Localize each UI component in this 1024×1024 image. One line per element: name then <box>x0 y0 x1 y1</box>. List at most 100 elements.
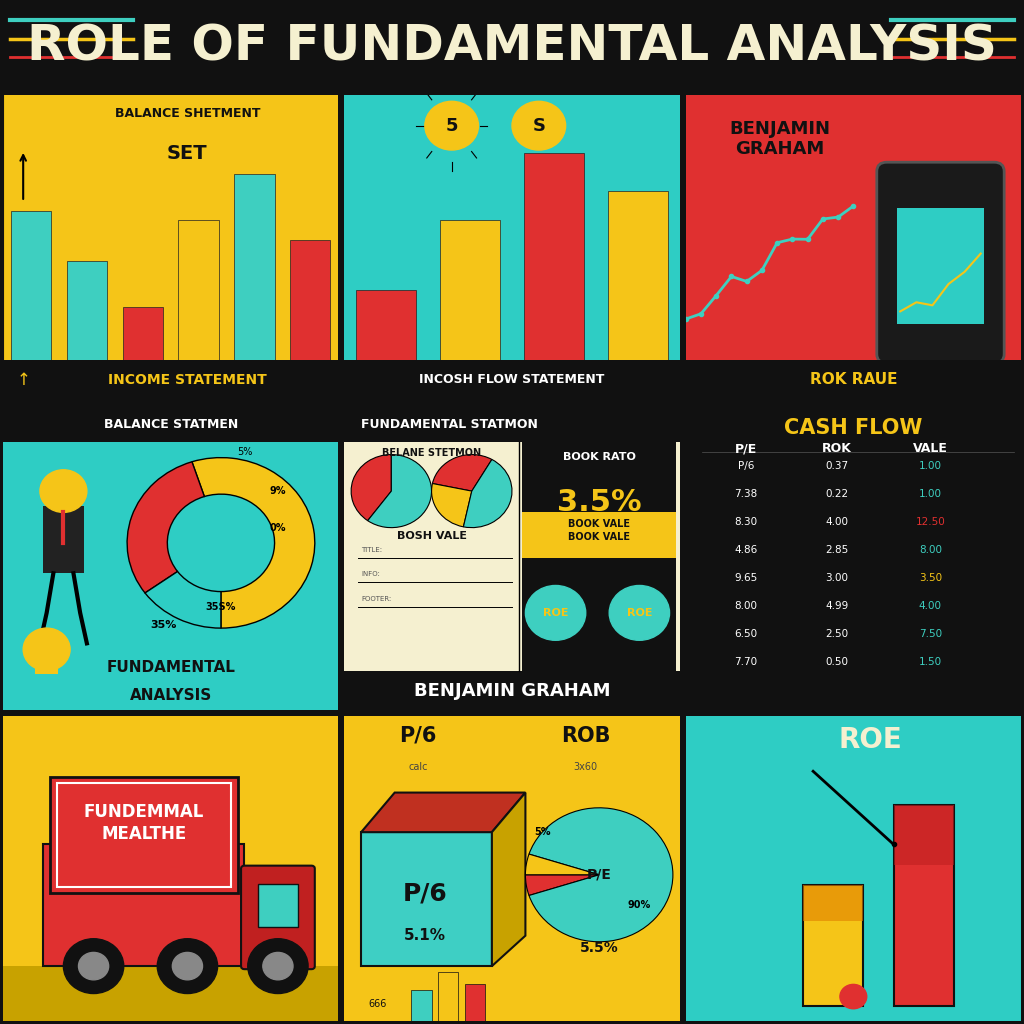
Text: 2.50: 2.50 <box>825 629 848 639</box>
Text: ↑: ↑ <box>16 371 30 389</box>
FancyBboxPatch shape <box>877 162 1005 364</box>
Text: FUNDAMENTAL STATMON: FUNDAMENTAL STATMON <box>361 418 538 431</box>
Circle shape <box>525 586 586 640</box>
Bar <box>3 966 338 1021</box>
Wedge shape <box>191 458 314 628</box>
Text: 0.22: 0.22 <box>825 488 848 499</box>
Bar <box>290 241 331 399</box>
Bar <box>522 442 676 671</box>
Bar <box>344 360 680 399</box>
Text: SET: SET <box>167 144 208 163</box>
Bar <box>43 506 84 573</box>
Circle shape <box>172 952 203 980</box>
Text: BALANCE SHETMENT: BALANCE SHETMENT <box>115 108 260 121</box>
Text: 12.50: 12.50 <box>915 517 945 526</box>
Text: 1.00: 1.00 <box>919 461 942 471</box>
Wedge shape <box>127 462 205 593</box>
Bar <box>803 885 863 1006</box>
Bar <box>234 173 274 399</box>
Bar <box>344 671 680 711</box>
Text: 9%: 9% <box>269 486 286 496</box>
Text: 1.50: 1.50 <box>919 656 942 667</box>
Circle shape <box>609 586 670 640</box>
Text: TITLE:: TITLE: <box>361 547 382 553</box>
Text: FOOTER:: FOOTER: <box>361 596 391 602</box>
Text: 0.50: 0.50 <box>825 656 848 667</box>
Text: INCOME STATEMENT: INCOME STATEMENT <box>109 373 267 387</box>
Text: 3x60: 3x60 <box>573 762 598 772</box>
Text: ANALYSIS: ANALYSIS <box>130 687 212 702</box>
Bar <box>894 805 954 1006</box>
Text: 9.65: 9.65 <box>734 572 758 583</box>
Circle shape <box>63 939 124 993</box>
Text: 666: 666 <box>369 998 387 1009</box>
Bar <box>438 972 459 1021</box>
Polygon shape <box>361 833 492 966</box>
Text: P/6: P/6 <box>399 726 437 745</box>
Text: ROK RAUE: ROK RAUE <box>810 373 897 387</box>
Text: P/6: P/6 <box>738 461 755 471</box>
Text: FUNDEMMAL
MEALTHE: FUNDEMMAL MEALTHE <box>84 803 204 843</box>
Text: ROK: ROK <box>821 442 852 456</box>
Text: 0%: 0% <box>269 522 286 532</box>
Text: 5%: 5% <box>534 827 551 838</box>
Wedge shape <box>431 483 472 526</box>
Bar <box>440 220 501 399</box>
Circle shape <box>512 101 565 151</box>
Text: ROE: ROE <box>839 726 902 754</box>
Bar <box>344 406 680 442</box>
Bar <box>258 884 298 927</box>
Text: BOSH VALE: BOSH VALE <box>396 530 467 541</box>
Wedge shape <box>529 808 673 942</box>
Circle shape <box>40 470 87 512</box>
Bar <box>178 220 219 399</box>
Text: ROLE OF FUNDAMENTAL ANALYSIS: ROLE OF FUNDAMENTAL ANALYSIS <box>27 23 997 70</box>
Polygon shape <box>361 793 525 833</box>
Bar <box>412 990 431 1021</box>
Text: 3.50: 3.50 <box>919 572 942 583</box>
Wedge shape <box>368 455 431 527</box>
Text: BELANE STETMON: BELANE STETMON <box>382 449 481 459</box>
FancyBboxPatch shape <box>50 777 238 893</box>
Circle shape <box>263 952 293 980</box>
Circle shape <box>79 952 109 980</box>
Text: 3.5%: 3.5% <box>557 488 641 517</box>
Bar <box>607 190 668 399</box>
Text: VALE: VALE <box>913 442 948 456</box>
Text: ROE: ROE <box>543 608 568 617</box>
Wedge shape <box>525 874 599 895</box>
Text: S: S <box>532 117 546 135</box>
Text: 1.00: 1.00 <box>919 488 942 499</box>
Text: 4.00: 4.00 <box>825 517 848 526</box>
Bar <box>522 512 676 558</box>
FancyBboxPatch shape <box>241 865 314 969</box>
Circle shape <box>248 939 308 993</box>
Circle shape <box>158 939 217 993</box>
Text: ROB: ROB <box>561 726 610 745</box>
Circle shape <box>425 101 478 151</box>
Text: P/E: P/E <box>735 442 757 456</box>
Bar <box>465 984 485 1021</box>
Bar <box>897 208 984 324</box>
Text: 7.70: 7.70 <box>734 656 758 667</box>
Text: 5.1%: 5.1% <box>403 928 445 943</box>
Text: BOOK RATO: BOOK RATO <box>563 452 636 462</box>
Circle shape <box>24 628 70 671</box>
Text: 5: 5 <box>445 117 458 135</box>
Text: P/E: P/E <box>587 867 611 882</box>
Wedge shape <box>351 455 391 520</box>
Text: BENJAMIN GRAHAM: BENJAMIN GRAHAM <box>414 682 610 699</box>
Text: BENJAMIN
GRAHAM: BENJAMIN GRAHAM <box>729 120 830 159</box>
Text: calc: calc <box>409 762 428 772</box>
FancyBboxPatch shape <box>43 845 245 966</box>
Text: 8.00: 8.00 <box>919 545 942 555</box>
Text: 4.99: 4.99 <box>825 601 848 610</box>
Text: 5.5%: 5.5% <box>580 941 618 954</box>
Bar <box>11 211 51 399</box>
Circle shape <box>840 984 866 1009</box>
Text: 35S%: 35S% <box>206 602 237 611</box>
Text: 3.00: 3.00 <box>825 572 848 583</box>
Text: 6.50: 6.50 <box>734 629 758 639</box>
Text: 5%: 5% <box>237 446 252 457</box>
Wedge shape <box>464 460 512 527</box>
